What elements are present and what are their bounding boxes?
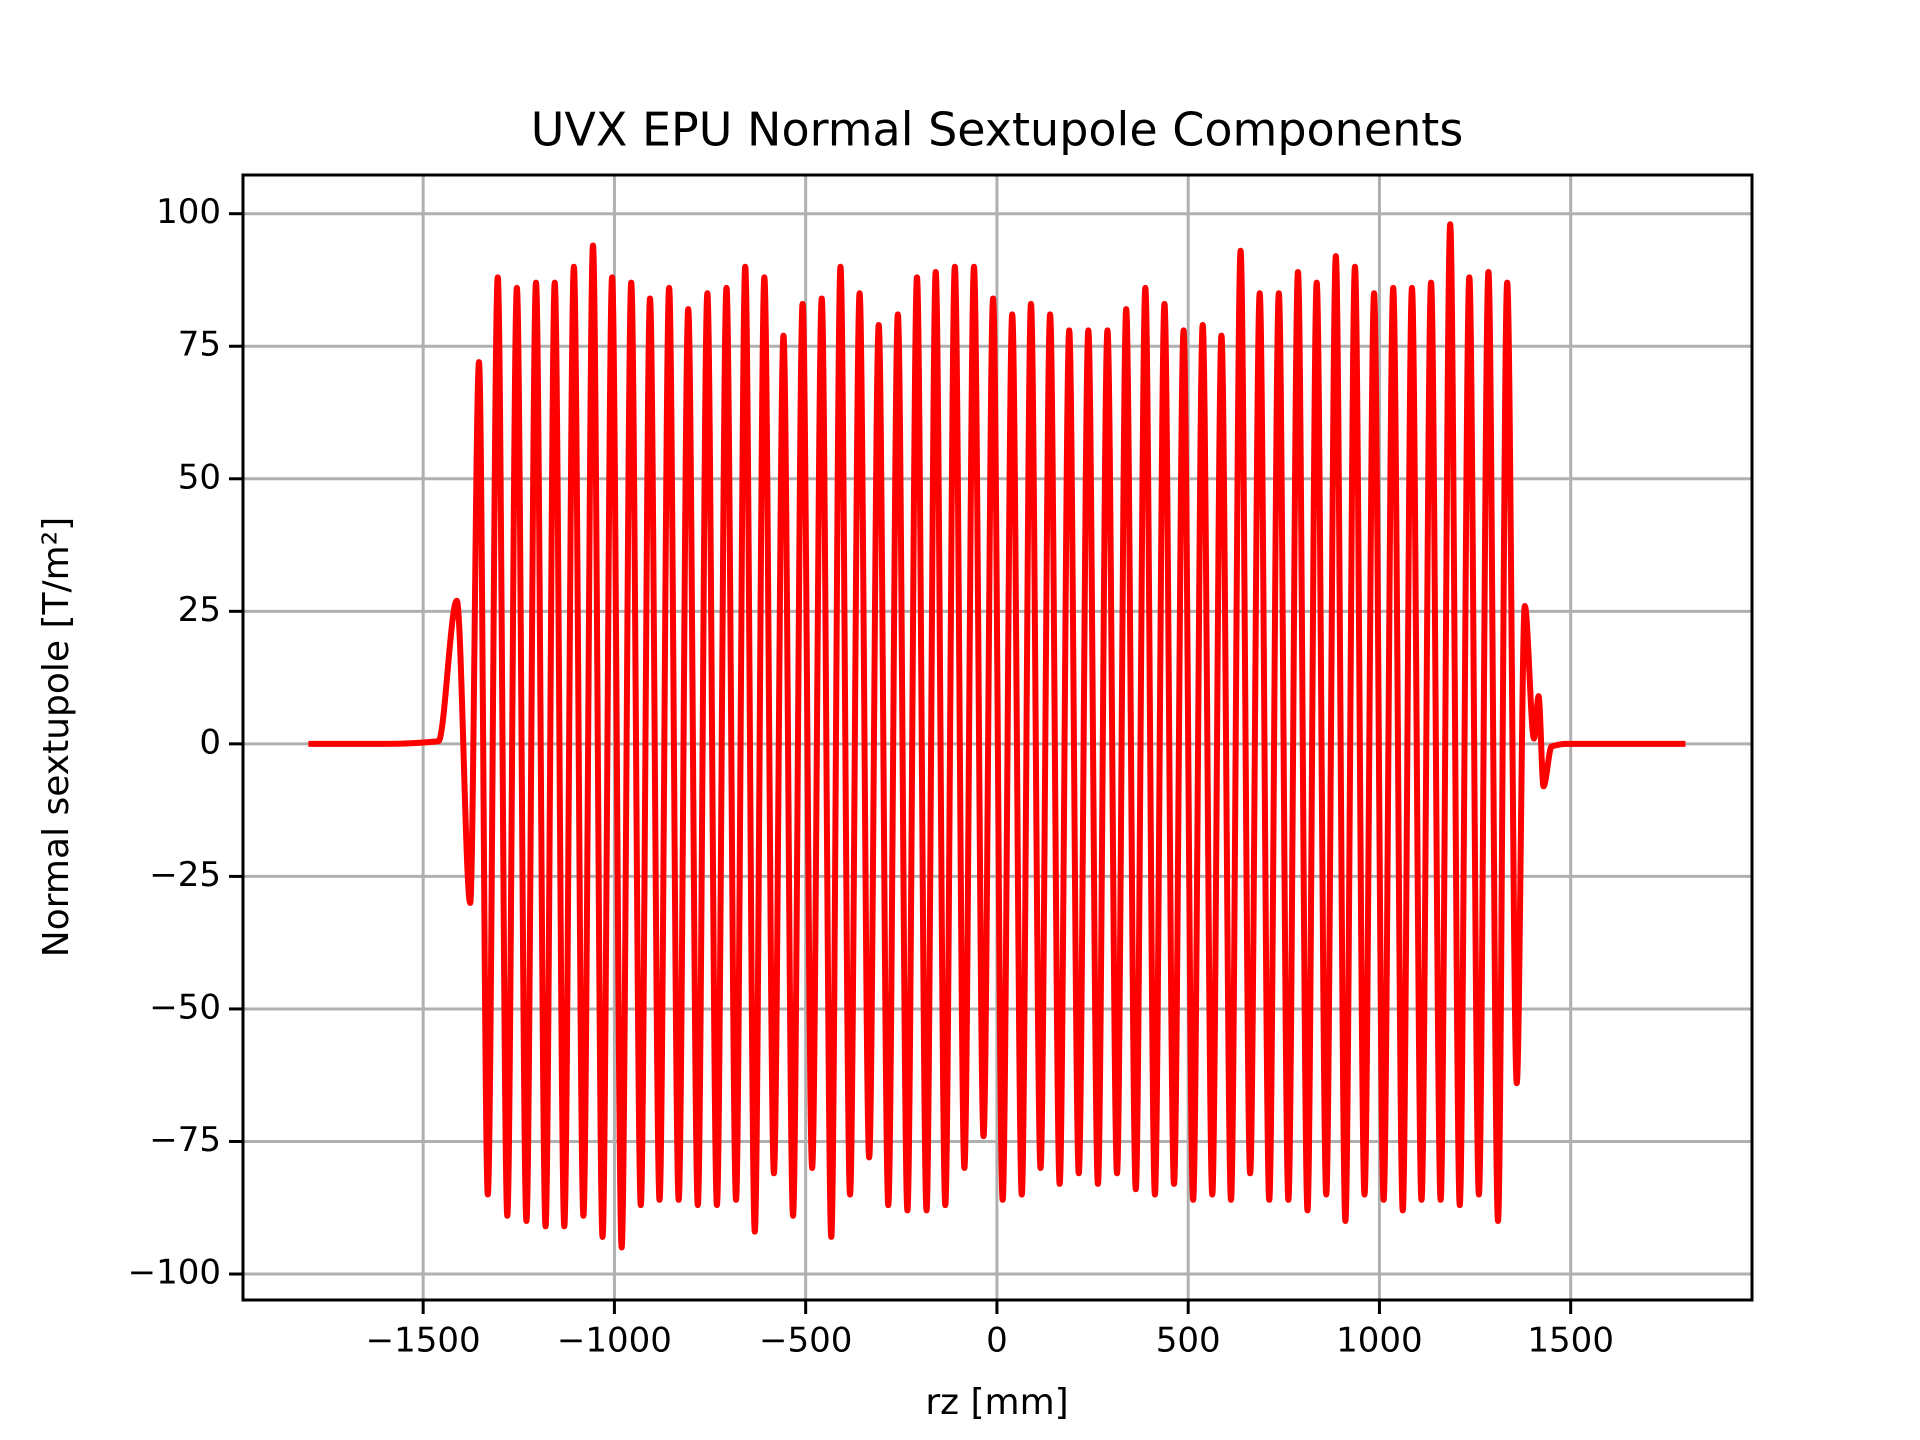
- y-tick-label: 50: [178, 457, 221, 497]
- y-axis-label: Normal sextupole [T/m²]: [36, 517, 77, 957]
- data-line: [308, 221, 1686, 1251]
- x-tick-label: −500: [759, 1321, 852, 1361]
- y-tick-label: −100: [128, 1253, 221, 1293]
- y-tick-label: 25: [178, 590, 221, 630]
- y-tick-label: 0: [199, 722, 221, 762]
- x-tick-label: 1000: [1336, 1321, 1423, 1361]
- x-tick-label: 1500: [1527, 1321, 1614, 1361]
- x-tick-label: −1500: [366, 1321, 481, 1361]
- chart-title: UVX EPU Normal Sextupole Components: [531, 103, 1464, 157]
- y-tick-label: −25: [149, 855, 221, 895]
- x-tick-label: −1000: [557, 1321, 672, 1361]
- x-tick-label: 500: [1156, 1321, 1221, 1361]
- x-tick-label: 0: [986, 1321, 1008, 1361]
- y-tick-label: 100: [156, 192, 221, 232]
- plot-frame: [241, 173, 1754, 1302]
- y-tick-label: 75: [178, 325, 221, 365]
- y-tick-label: −50: [149, 987, 221, 1027]
- x-axis-label: rz [mm]: [925, 1382, 1068, 1423]
- y-tick-label: −75: [149, 1120, 221, 1160]
